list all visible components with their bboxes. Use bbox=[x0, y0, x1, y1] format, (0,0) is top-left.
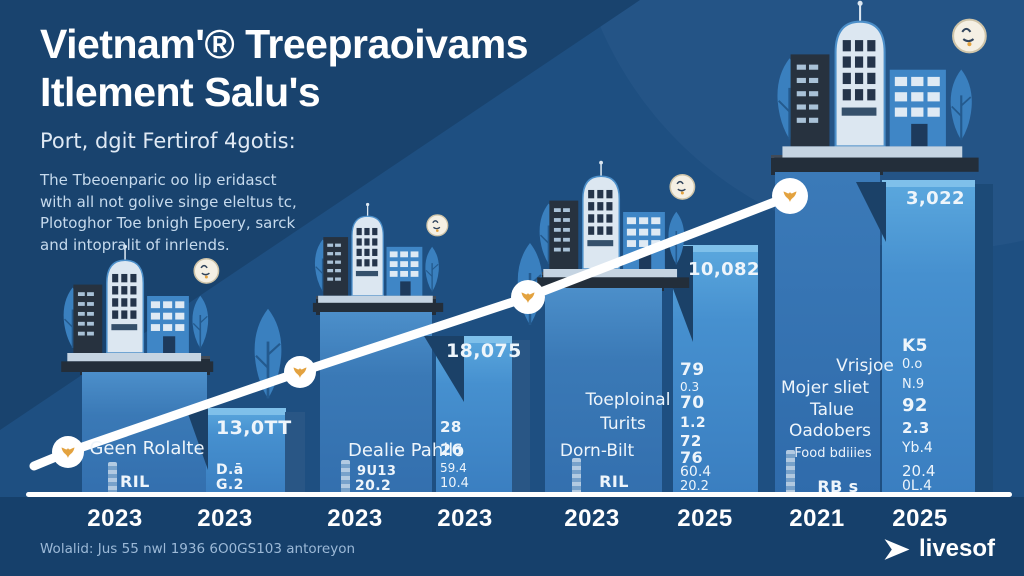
bar7-label: Vrisjoe bbox=[836, 356, 894, 376]
bar4-stat: 28 bbox=[440, 418, 462, 436]
footer-band bbox=[0, 497, 1024, 576]
bar7-label: Oadobers bbox=[788, 421, 872, 441]
tree-illustration bbox=[233, 300, 303, 405]
paper-plane-icon bbox=[884, 538, 910, 560]
bar4-stat: 59.4 bbox=[440, 461, 467, 475]
axis-year-3: 2023 bbox=[327, 505, 383, 532]
bar8-stat: Yb.4 bbox=[902, 440, 933, 456]
axis-year-4: 2023 bbox=[437, 505, 493, 532]
page-title: Vietnam'® Treepraoivams Itlement Salu's bbox=[40, 20, 529, 116]
bar4-stat: 10.4 bbox=[440, 476, 469, 491]
axis-year-5: 2023 bbox=[564, 505, 620, 532]
bar8-stat: N.9 bbox=[902, 377, 925, 392]
bar8-stat: K5 bbox=[902, 336, 928, 356]
footer-note: Wolalid: Jus 55 nwl 1936 6O0GS103 antore… bbox=[40, 541, 356, 557]
bar6-stat: 0.3 bbox=[680, 380, 700, 394]
bar5-sublabel: RIL bbox=[599, 472, 629, 491]
bar6-stat: 1.2 bbox=[680, 415, 707, 431]
obelisk-icon bbox=[341, 460, 350, 494]
buildings-illustration-4 bbox=[762, 0, 997, 172]
paragraph-line: Plotoghor Toe bnigh Epoery, sarck bbox=[40, 214, 296, 232]
bar8-stat: 0L.4 bbox=[902, 478, 933, 494]
bar3-stat: 20.2 bbox=[355, 478, 392, 494]
bar1-sublabel: RIL bbox=[120, 472, 150, 491]
bar4-value: 18,075 bbox=[446, 340, 522, 362]
bar-side-strip-3 bbox=[975, 184, 993, 497]
bar2-stat: D.ā bbox=[216, 462, 244, 478]
title-line-1: Vietnam'® Treepraoivams bbox=[40, 21, 529, 67]
bar7-label: Food bdiiies bbox=[794, 446, 872, 461]
header: Vietnam'® Treepraoivams Itlement Salu's … bbox=[40, 20, 529, 256]
paragraph-line: The Tbeoenparic oo lip eridasct bbox=[40, 171, 277, 189]
bar6-stat: 20.2 bbox=[680, 479, 709, 494]
obelisk-icon bbox=[108, 462, 117, 494]
bar7-label: Mojer sliet bbox=[780, 378, 870, 398]
bar-8 bbox=[882, 180, 975, 497]
bar5-label: Toeploinal bbox=[585, 390, 671, 410]
sprout-icon bbox=[61, 447, 75, 458]
bar6-value: 10,082 bbox=[688, 259, 760, 280]
brand-logo: livesof bbox=[882, 535, 995, 563]
description-paragraph: The Tbeoenparic oo lip eridasct with all… bbox=[40, 170, 528, 256]
axis-baseline bbox=[26, 492, 1012, 497]
bar2-stat: G.2 bbox=[216, 477, 244, 493]
bar8-stat: 2.3 bbox=[902, 419, 930, 437]
bar7-label: Talue bbox=[810, 400, 854, 420]
brand-name: livesof bbox=[919, 535, 996, 562]
paragraph-line: and intopralit of inrlends. bbox=[40, 235, 230, 254]
bar1-label: Geen Rolalte bbox=[89, 438, 205, 459]
bar8-stat: 20.4 bbox=[902, 462, 936, 480]
bar6-stat: 60.4 bbox=[680, 464, 712, 480]
bar6-stat: 79 bbox=[680, 360, 705, 380]
buildings-illustration-3 bbox=[528, 155, 703, 288]
bar2-value: 13,0TT bbox=[216, 417, 292, 439]
paragraph-line: with all not golive singe eleltus tc, bbox=[40, 192, 297, 211]
title-line-2: Itlement Salu's bbox=[40, 69, 321, 115]
obelisk-icon bbox=[786, 450, 795, 494]
bar5-label: Turits bbox=[600, 414, 646, 434]
axis-year-1: 2023 bbox=[87, 505, 143, 532]
bar7-sublabel: RB s bbox=[817, 477, 859, 496]
axis-year-6: 2025 bbox=[677, 505, 733, 532]
bar-side-strip-2 bbox=[512, 340, 530, 497]
trend-marker bbox=[52, 436, 84, 468]
axis-year-2: 2023 bbox=[197, 505, 253, 532]
bar4-stat: 26 bbox=[440, 440, 464, 459]
bar6-stat: 70 bbox=[680, 393, 705, 413]
bar8-stat: 92 bbox=[902, 395, 928, 416]
axis-year-7: 2021 bbox=[789, 505, 845, 532]
bar5-label: Dorn-Bilt bbox=[559, 441, 635, 461]
bar8-value: 3,022 bbox=[906, 188, 965, 209]
bar3-stat: 9U13 bbox=[357, 464, 397, 479]
obelisk-icon bbox=[572, 458, 581, 494]
subtitle: Port, dgit Fertirof 4gotis: bbox=[40, 129, 296, 153]
axis-year-8: 2025 bbox=[892, 505, 948, 532]
buildings-illustration-1 bbox=[52, 239, 227, 372]
bar8-stat: 0.o bbox=[902, 357, 923, 372]
